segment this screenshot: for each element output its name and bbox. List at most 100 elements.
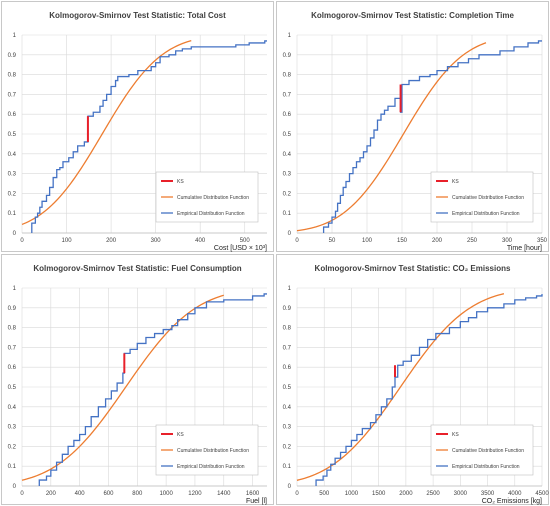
chart-title: Kolmogorov-Smirnov Test Statistic: Compl… bbox=[311, 11, 514, 20]
legend-item-ks-label: KS bbox=[177, 432, 184, 438]
legend-item-edf-label: Empirical Distribution Function bbox=[177, 464, 245, 470]
legend-item-cdf-label: Cumulative Distribution Function bbox=[452, 195, 524, 201]
y-tick-label: 1 bbox=[288, 286, 292, 292]
legend-item-edf-label: Empirical Distribution Function bbox=[177, 211, 245, 217]
y-tick-label: 0.4 bbox=[283, 152, 292, 158]
y-tick-label: 0.5 bbox=[8, 132, 17, 138]
chart-svg: Kolmogorov-Smirnov Test Statistic: CO₂ E… bbox=[276, 254, 549, 505]
x-axis-label: CO₂ Emissions [kg] bbox=[482, 498, 542, 505]
legend-item-edf-label: Empirical Distribution Function bbox=[452, 464, 520, 470]
x-axis-label: Fuel [l] bbox=[246, 498, 267, 505]
x-tick-label: 400 bbox=[195, 238, 206, 244]
x-tick-label: 1000 bbox=[159, 491, 173, 497]
y-tick-label: 0.7 bbox=[283, 92, 292, 98]
chart-panel-total-cost: Kolmogorov-Smirnov Test Statistic: Total… bbox=[0, 0, 275, 253]
chart-panel-co2-emissions: Kolmogorov-Smirnov Test Statistic: CO₂ E… bbox=[275, 253, 550, 506]
y-tick-label: 0.5 bbox=[283, 385, 292, 391]
cdf-series-line bbox=[296, 42, 487, 232]
y-tick-label: 0.4 bbox=[8, 405, 17, 411]
y-tick-label: 0 bbox=[288, 231, 292, 237]
y-tick-label: 0.6 bbox=[283, 365, 292, 371]
edf-series-line bbox=[38, 293, 267, 486]
y-tick-label: 0.9 bbox=[8, 306, 17, 312]
x-axis-label: Cost [USD × 10³] bbox=[214, 245, 267, 252]
edf-series-line bbox=[31, 40, 267, 233]
edf-series-line bbox=[322, 40, 542, 233]
x-tick-label: 0 bbox=[295, 491, 299, 497]
y-tick-label: 0.1 bbox=[8, 464, 17, 470]
y-tick-label: 0.6 bbox=[8, 365, 17, 371]
y-tick-label: 0.9 bbox=[283, 53, 292, 59]
x-tick-label: 300 bbox=[151, 238, 162, 244]
y-tick-label: 0.1 bbox=[8, 211, 17, 217]
y-tick-label: 0.4 bbox=[283, 405, 292, 411]
y-tick-label: 0 bbox=[288, 484, 292, 490]
x-tick-label: 1600 bbox=[246, 491, 260, 497]
chart-panel-fuel-consumption: Kolmogorov-Smirnov Test Statistic: Fuel … bbox=[0, 253, 275, 506]
x-tick-label: 3000 bbox=[454, 491, 468, 497]
y-tick-label: 0.5 bbox=[8, 385, 17, 391]
y-tick-label: 0.6 bbox=[283, 112, 292, 118]
chart-title: Kolmogorov-Smirnov Test Statistic: Fuel … bbox=[33, 264, 241, 273]
y-tick-label: 0 bbox=[13, 231, 17, 237]
chart-svg: Kolmogorov-Smirnov Test Statistic: Fuel … bbox=[1, 254, 274, 505]
y-tick-label: 0.1 bbox=[283, 211, 292, 217]
x-tick-label: 4000 bbox=[508, 491, 522, 497]
x-tick-label: 500 bbox=[240, 238, 251, 244]
legend-item-edf-label: Empirical Distribution Function bbox=[452, 211, 520, 217]
x-tick-label: 0 bbox=[20, 491, 24, 497]
y-tick-label: 0.7 bbox=[283, 345, 292, 351]
x-tick-label: 200 bbox=[46, 491, 57, 497]
y-tick-label: 0.2 bbox=[8, 191, 17, 197]
legend-item-ks-label: KS bbox=[177, 179, 184, 185]
x-tick-label: 800 bbox=[132, 491, 143, 497]
x-tick-label: 600 bbox=[103, 491, 114, 497]
x-tick-label: 100 bbox=[62, 238, 73, 244]
y-tick-label: 0.8 bbox=[283, 326, 292, 332]
y-tick-label: 0.8 bbox=[8, 73, 17, 79]
x-tick-label: 4500 bbox=[535, 491, 549, 497]
x-tick-label: 400 bbox=[75, 491, 86, 497]
y-tick-label: 0.3 bbox=[8, 425, 17, 431]
edf-series-line bbox=[315, 293, 543, 486]
legend-item-ks-label: KS bbox=[452, 432, 459, 438]
y-tick-label: 0 bbox=[13, 484, 17, 490]
x-tick-label: 3500 bbox=[481, 491, 495, 497]
chart-svg: Kolmogorov-Smirnov Test Statistic: Total… bbox=[1, 1, 274, 252]
cdf-series-line bbox=[21, 294, 224, 481]
x-tick-label: 1000 bbox=[345, 491, 359, 497]
x-tick-label: 100 bbox=[362, 238, 373, 244]
x-tick-label: 300 bbox=[502, 238, 513, 244]
y-tick-label: 0.2 bbox=[8, 444, 17, 450]
y-tick-label: 0.1 bbox=[283, 464, 292, 470]
x-tick-label: 2500 bbox=[426, 491, 440, 497]
x-tick-label: 250 bbox=[467, 238, 478, 244]
y-tick-label: 0.2 bbox=[283, 444, 292, 450]
y-tick-label: 0.3 bbox=[8, 172, 17, 178]
x-tick-label: 0 bbox=[20, 238, 24, 244]
y-tick-label: 1 bbox=[288, 33, 292, 39]
y-tick-label: 0.8 bbox=[8, 326, 17, 332]
legend-item-cdf-label: Cumulative Distribution Function bbox=[177, 448, 249, 454]
y-tick-label: 0.8 bbox=[283, 73, 292, 79]
chart-title: Kolmogorov-Smirnov Test Statistic: Total… bbox=[49, 11, 226, 20]
x-tick-label: 200 bbox=[432, 238, 443, 244]
x-tick-label: 1400 bbox=[217, 491, 231, 497]
x-tick-label: 0 bbox=[295, 238, 299, 244]
x-axis-label: Time [hour] bbox=[507, 245, 542, 252]
x-tick-label: 1500 bbox=[372, 491, 386, 497]
chart-panel-completion-time: Kolmogorov-Smirnov Test Statistic: Compl… bbox=[275, 0, 550, 253]
y-tick-label: 0.5 bbox=[283, 132, 292, 138]
y-tick-label: 0.6 bbox=[8, 112, 17, 118]
chart-svg: Kolmogorov-Smirnov Test Statistic: Compl… bbox=[276, 1, 549, 252]
legend-item-ks-label: KS bbox=[452, 179, 459, 185]
y-tick-label: 0.9 bbox=[8, 53, 17, 59]
chart-title: Kolmogorov-Smirnov Test Statistic: CO₂ E… bbox=[315, 264, 511, 273]
y-tick-label: 0.4 bbox=[8, 152, 17, 158]
x-tick-label: 1200 bbox=[188, 491, 202, 497]
y-tick-label: 0.3 bbox=[283, 172, 292, 178]
x-tick-label: 500 bbox=[319, 491, 330, 497]
cdf-series-line bbox=[296, 293, 505, 481]
legend-item-cdf-label: Cumulative Distribution Function bbox=[452, 448, 524, 454]
x-tick-label: 150 bbox=[397, 238, 408, 244]
